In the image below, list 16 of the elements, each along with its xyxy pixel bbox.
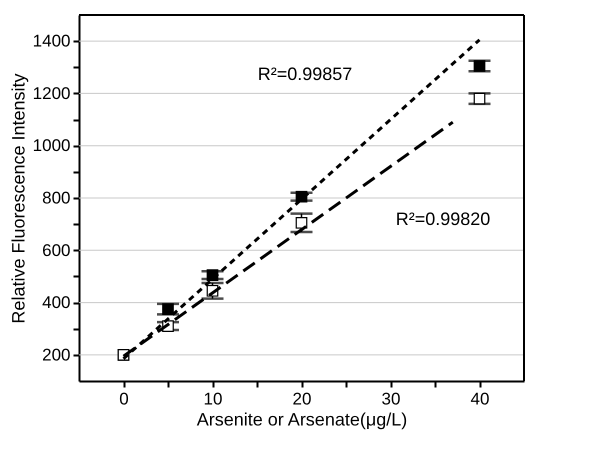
y-tick-label: 200 xyxy=(42,345,70,364)
annotation: R²=0.99820 xyxy=(396,209,490,229)
annotation: R²=0.99857 xyxy=(258,64,352,84)
y-tick-label: 400 xyxy=(42,293,70,312)
x-tick-label: 0 xyxy=(119,390,129,408)
x-tick-label: 10 xyxy=(204,390,222,408)
x-tick-label: 40 xyxy=(470,390,490,408)
x-tick-label: 20 xyxy=(292,390,312,408)
x-tick-label: 30 xyxy=(382,390,400,408)
y-tick-label: 1400 xyxy=(32,32,70,51)
y-axis-title: Relative Fluorescence Intensity xyxy=(8,73,29,324)
y-tick-label: 600 xyxy=(42,240,70,260)
y-tick-label: 1200 xyxy=(32,84,70,103)
y-tick-label: 800 xyxy=(42,188,70,208)
y-tick-label: 1000 xyxy=(32,136,70,156)
x-axis-title: Arsenite or Arsenate(μg/L) xyxy=(196,410,408,430)
